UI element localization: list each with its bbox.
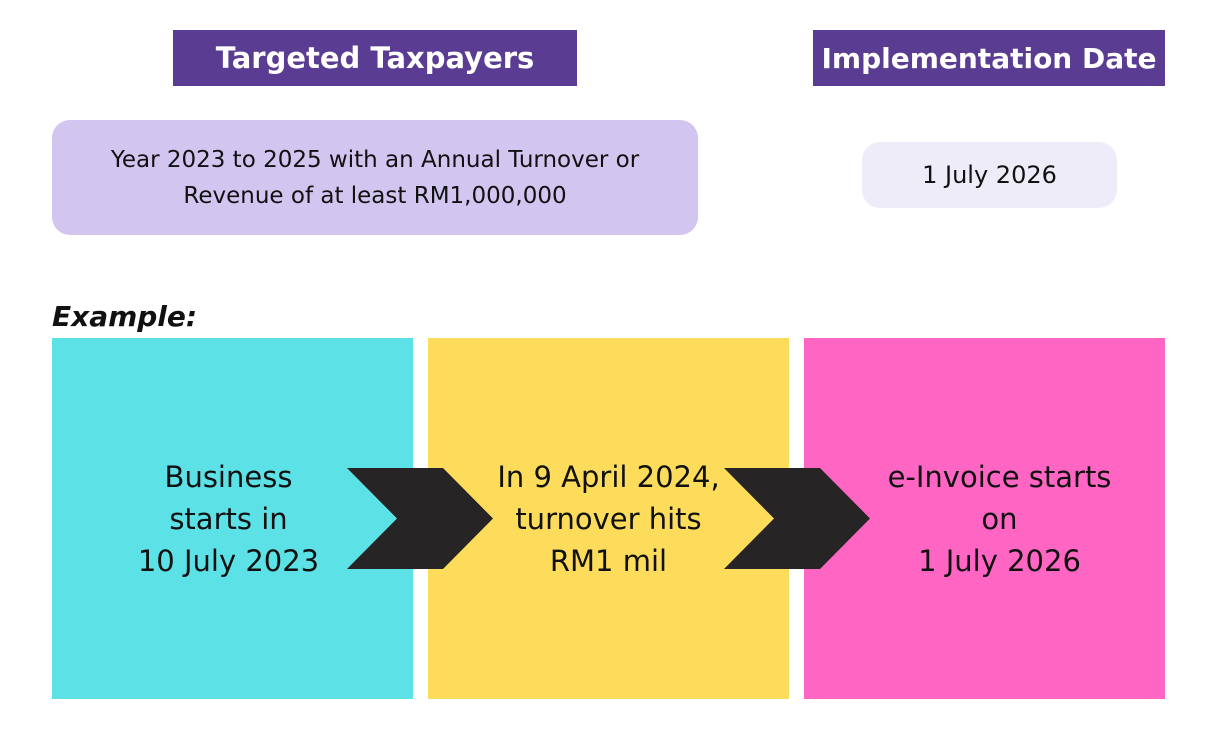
step-1-line-2: starts in	[169, 501, 288, 536]
step-3-line-1: e-Invoice starts	[887, 459, 1112, 494]
step-1-line-3: 10 July 2023	[137, 543, 320, 578]
targeted-taxpayers-box: Year 2023 to 2025 with an Annual Turnove…	[52, 120, 698, 235]
step-1-line-1: Business	[164, 459, 293, 494]
step-3-line-3: 1 July 2026	[918, 543, 1081, 578]
targeted-criteria-line-2: Revenue of at least RM1,000,000	[183, 182, 567, 209]
example-label: Example:	[52, 300, 198, 333]
implementation-date-box: 1 July 2026	[862, 142, 1117, 208]
targeted-criteria-line-1: Year 2023 to 2025 with an Annual Turnove…	[110, 146, 640, 173]
step-3-line-2: on	[981, 501, 1018, 536]
implementation-date-header: Implementation Date	[813, 30, 1165, 86]
step-2-line-3: RM1 mil	[549, 543, 668, 578]
chevron-right-icon	[724, 468, 870, 569]
step-2-line-1: In 9 April 2024,	[497, 459, 720, 494]
targeted-taxpayers-header: Targeted Taxpayers	[173, 30, 577, 86]
example-step-business-start: Business starts in 10 July 2023	[52, 338, 413, 699]
step-2-line-2: turnover hits	[515, 501, 702, 536]
implementation-date-value: 1 July 2026	[922, 161, 1057, 189]
chevron-right-icon	[347, 468, 493, 569]
